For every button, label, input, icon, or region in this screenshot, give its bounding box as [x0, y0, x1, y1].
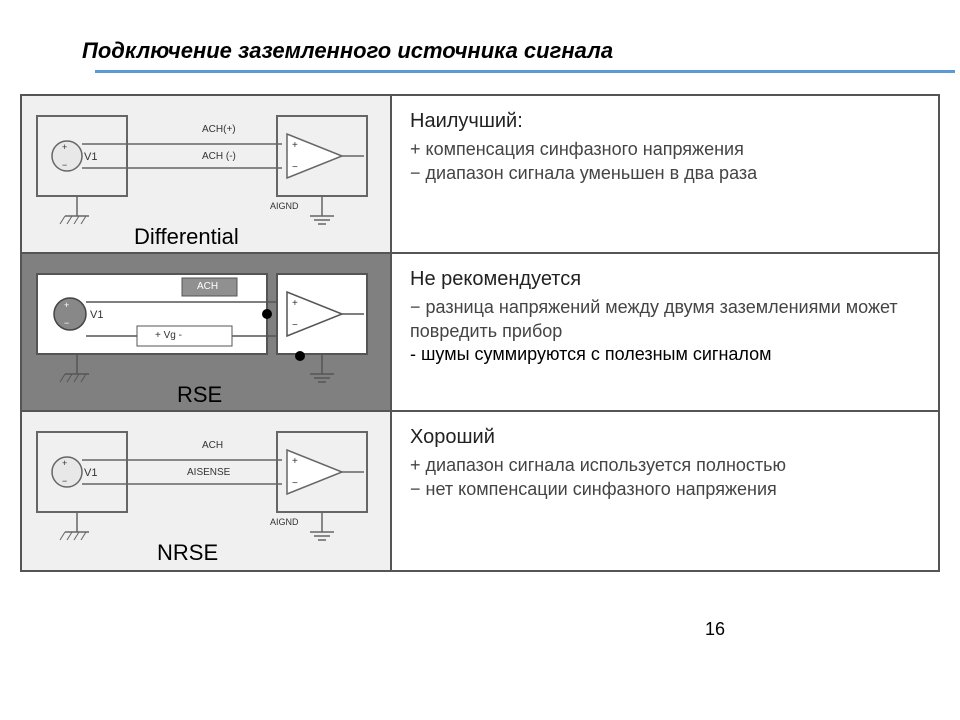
svg-text:+: + — [62, 458, 67, 468]
heading-notrec: Не рекомендуется — [410, 268, 920, 291]
ground-label-aignd: AIGND — [270, 201, 299, 211]
diagram-rse: + − V1 + − — [22, 254, 392, 410]
line-r-1: − разница напряжений между двумя заземле… — [410, 295, 920, 344]
row-nrse: + − V1 + − — [22, 412, 938, 570]
wire-label-achminus: ACH (-) — [202, 151, 236, 162]
row-differential: + − V1 + − — [22, 96, 938, 254]
line-d-1: + компенсация синфазного напряжения — [410, 137, 920, 161]
heading-best: Наилучший: — [410, 110, 920, 133]
line-n-2: − нет компенсации синфазного напряжения — [410, 477, 920, 501]
svg-text:−: − — [292, 478, 298, 489]
svg-text:+: + — [292, 456, 298, 467]
svg-text:+: + — [62, 142, 67, 152]
svg-text:+: + — [64, 300, 69, 310]
ground-label-aignd-nrse: AIGND — [270, 517, 299, 527]
svg-text:−: − — [62, 476, 67, 486]
svg-text:−: − — [292, 162, 298, 173]
svg-text:−: − — [62, 160, 67, 170]
wire-label-achplus: ACH(+) — [202, 124, 236, 135]
page-title: Подключение заземленного источника сигна… — [82, 38, 613, 64]
diagram-differential: + − V1 + − — [22, 96, 392, 252]
wire-label-aisense: AISENSE — [187, 467, 230, 478]
text-nrse: Хороший + диапазон сигнала используется … — [392, 412, 938, 570]
svg-text:+: + — [292, 298, 298, 309]
type-label-differential: Differential — [134, 224, 239, 250]
title-underline — [95, 70, 955, 73]
page-number: 16 — [705, 619, 725, 640]
svg-text:V1: V1 — [90, 309, 103, 321]
svg-text:V1: V1 — [84, 151, 97, 163]
row-rse: + − V1 + − — [22, 254, 938, 412]
line-r-noise: - шумы суммируются с полезным сигналом — [410, 344, 772, 365]
svg-text:V1: V1 — [84, 467, 97, 479]
text-rse: Не рекомендуется − разница напряжений ме… — [392, 254, 938, 410]
wire-label-ach-nrse: ACH — [202, 440, 223, 451]
heading-good: Хороший — [410, 426, 920, 449]
line-n-1: + диапазон сигнала используется полность… — [410, 453, 920, 477]
svg-text:+: + — [292, 140, 298, 151]
text-differential: Наилучший: + компенсация синфазного напр… — [392, 96, 938, 252]
vg-label: + Vg - — [155, 330, 182, 341]
comparison-table: + − V1 + − — [20, 94, 940, 572]
wire-label-ach-rse: ACH — [197, 281, 218, 292]
type-label-nrse: NRSE — [157, 540, 218, 566]
diagram-nrse: + − V1 + − — [22, 412, 392, 570]
line-d-2: − диапазон сигнала уменьшен в два раза — [410, 161, 920, 185]
type-label-rse: RSE — [177, 382, 222, 408]
svg-text:−: − — [292, 320, 298, 331]
svg-text:−: − — [64, 318, 69, 328]
